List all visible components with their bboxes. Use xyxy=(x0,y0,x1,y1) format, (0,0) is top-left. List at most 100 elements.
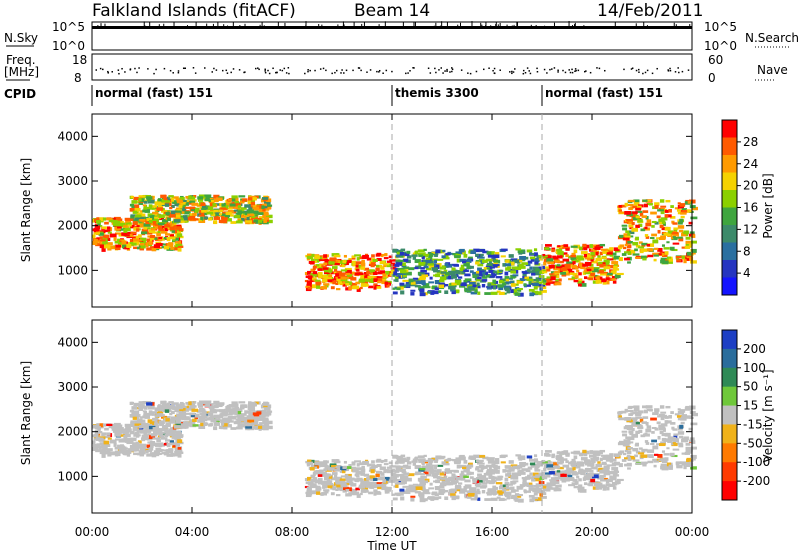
power-cell xyxy=(690,240,697,244)
power-cell xyxy=(383,257,389,260)
velocity-cell xyxy=(384,491,388,494)
velocity-cell xyxy=(493,460,500,465)
velocity-cell xyxy=(379,470,383,474)
velocity-cell xyxy=(444,459,449,464)
velocity-cell xyxy=(495,482,503,485)
velocity-cell xyxy=(163,451,170,456)
date-label: 14/Feb/2011 xyxy=(597,1,703,21)
velocity-cell xyxy=(410,487,417,491)
velocity-cell xyxy=(420,486,426,490)
power-cell xyxy=(399,284,407,288)
power-cell xyxy=(657,229,661,234)
velocity-cell xyxy=(627,446,633,450)
power-cell xyxy=(156,207,164,211)
power-cell xyxy=(681,208,688,211)
power-cell xyxy=(168,214,176,218)
velocity-cell xyxy=(610,476,617,481)
power-cell xyxy=(259,216,263,220)
velocity-cell xyxy=(439,455,446,459)
power-cell xyxy=(411,254,418,257)
power-cell xyxy=(178,245,184,248)
power-cell xyxy=(229,203,236,207)
power-cell xyxy=(591,260,598,264)
nsky-spike xyxy=(574,22,576,29)
velocity-cell xyxy=(146,453,153,457)
power-cell xyxy=(162,231,168,234)
velocity-cell xyxy=(348,492,352,496)
freq-dot xyxy=(604,69,606,72)
power-cell xyxy=(506,290,511,294)
freq-dot xyxy=(285,72,288,74)
power-cell xyxy=(152,231,158,234)
power-cell xyxy=(221,216,225,220)
velocity-cell xyxy=(508,460,514,464)
power-cell xyxy=(322,278,328,283)
velocity-cell xyxy=(579,489,587,493)
power-cell xyxy=(473,286,478,290)
freq-dot xyxy=(413,67,415,69)
power-cell xyxy=(418,286,425,291)
power-cell xyxy=(315,264,320,267)
power-cell xyxy=(475,260,480,263)
velocity-cell xyxy=(174,423,182,427)
power-cell xyxy=(355,261,363,265)
cbar-tick-label: -100 xyxy=(743,455,770,469)
power-cell xyxy=(516,280,523,284)
power-cell xyxy=(359,256,364,260)
velocity-cell xyxy=(123,435,128,439)
velocity-cell xyxy=(410,498,415,502)
velocity-cell xyxy=(486,473,490,476)
velocity-cell xyxy=(599,469,607,474)
velocity-cell xyxy=(253,416,259,421)
power-cell xyxy=(538,255,543,258)
power-cell xyxy=(119,222,126,226)
nsky-spike xyxy=(305,21,307,29)
velocity-cell xyxy=(410,495,416,498)
power-cell xyxy=(414,285,421,288)
velocity-cell xyxy=(478,462,485,465)
cpid-label: CPID xyxy=(4,87,36,101)
power-cell xyxy=(493,264,498,268)
power-cell xyxy=(691,206,698,211)
velocity-cell xyxy=(252,412,260,417)
velocity-cell xyxy=(336,484,343,488)
velocity-cell xyxy=(564,479,570,482)
freq-dot xyxy=(172,72,174,74)
freq-dot xyxy=(124,71,126,73)
velocity-cell xyxy=(595,457,599,462)
power-cell xyxy=(96,217,100,220)
freq-dot xyxy=(304,72,306,75)
power-cell xyxy=(628,224,634,228)
power-cell xyxy=(459,258,466,262)
power-cell xyxy=(396,272,403,276)
power-cell xyxy=(154,216,162,219)
freq-dot xyxy=(232,68,235,70)
velocity-cell xyxy=(220,425,228,430)
power-cell xyxy=(505,281,513,284)
power-cell xyxy=(434,280,439,285)
velocity-cell xyxy=(424,492,431,495)
velocity-cell xyxy=(154,415,158,418)
velocity-cell xyxy=(671,426,675,430)
velocity-cell xyxy=(561,470,566,474)
nsky-spike xyxy=(244,23,246,29)
velocity-cell xyxy=(335,488,339,491)
freq-dot xyxy=(322,67,325,70)
freq-dot xyxy=(596,67,598,69)
power-cell xyxy=(545,266,550,269)
power-cell xyxy=(572,261,576,265)
power-cell xyxy=(130,215,135,219)
velocity-cell xyxy=(129,409,134,413)
power-cell xyxy=(231,198,236,202)
power-cell xyxy=(176,199,183,202)
power-cell xyxy=(602,262,609,265)
cbar-tick-label: 16 xyxy=(743,201,758,215)
power-cell xyxy=(684,245,690,249)
power-cell xyxy=(580,251,588,255)
velocity-cell xyxy=(328,480,333,484)
nsky-spikes xyxy=(97,21,691,29)
power-cell xyxy=(664,226,671,231)
velocity-cell xyxy=(431,464,438,467)
velocity-cell xyxy=(190,414,196,418)
